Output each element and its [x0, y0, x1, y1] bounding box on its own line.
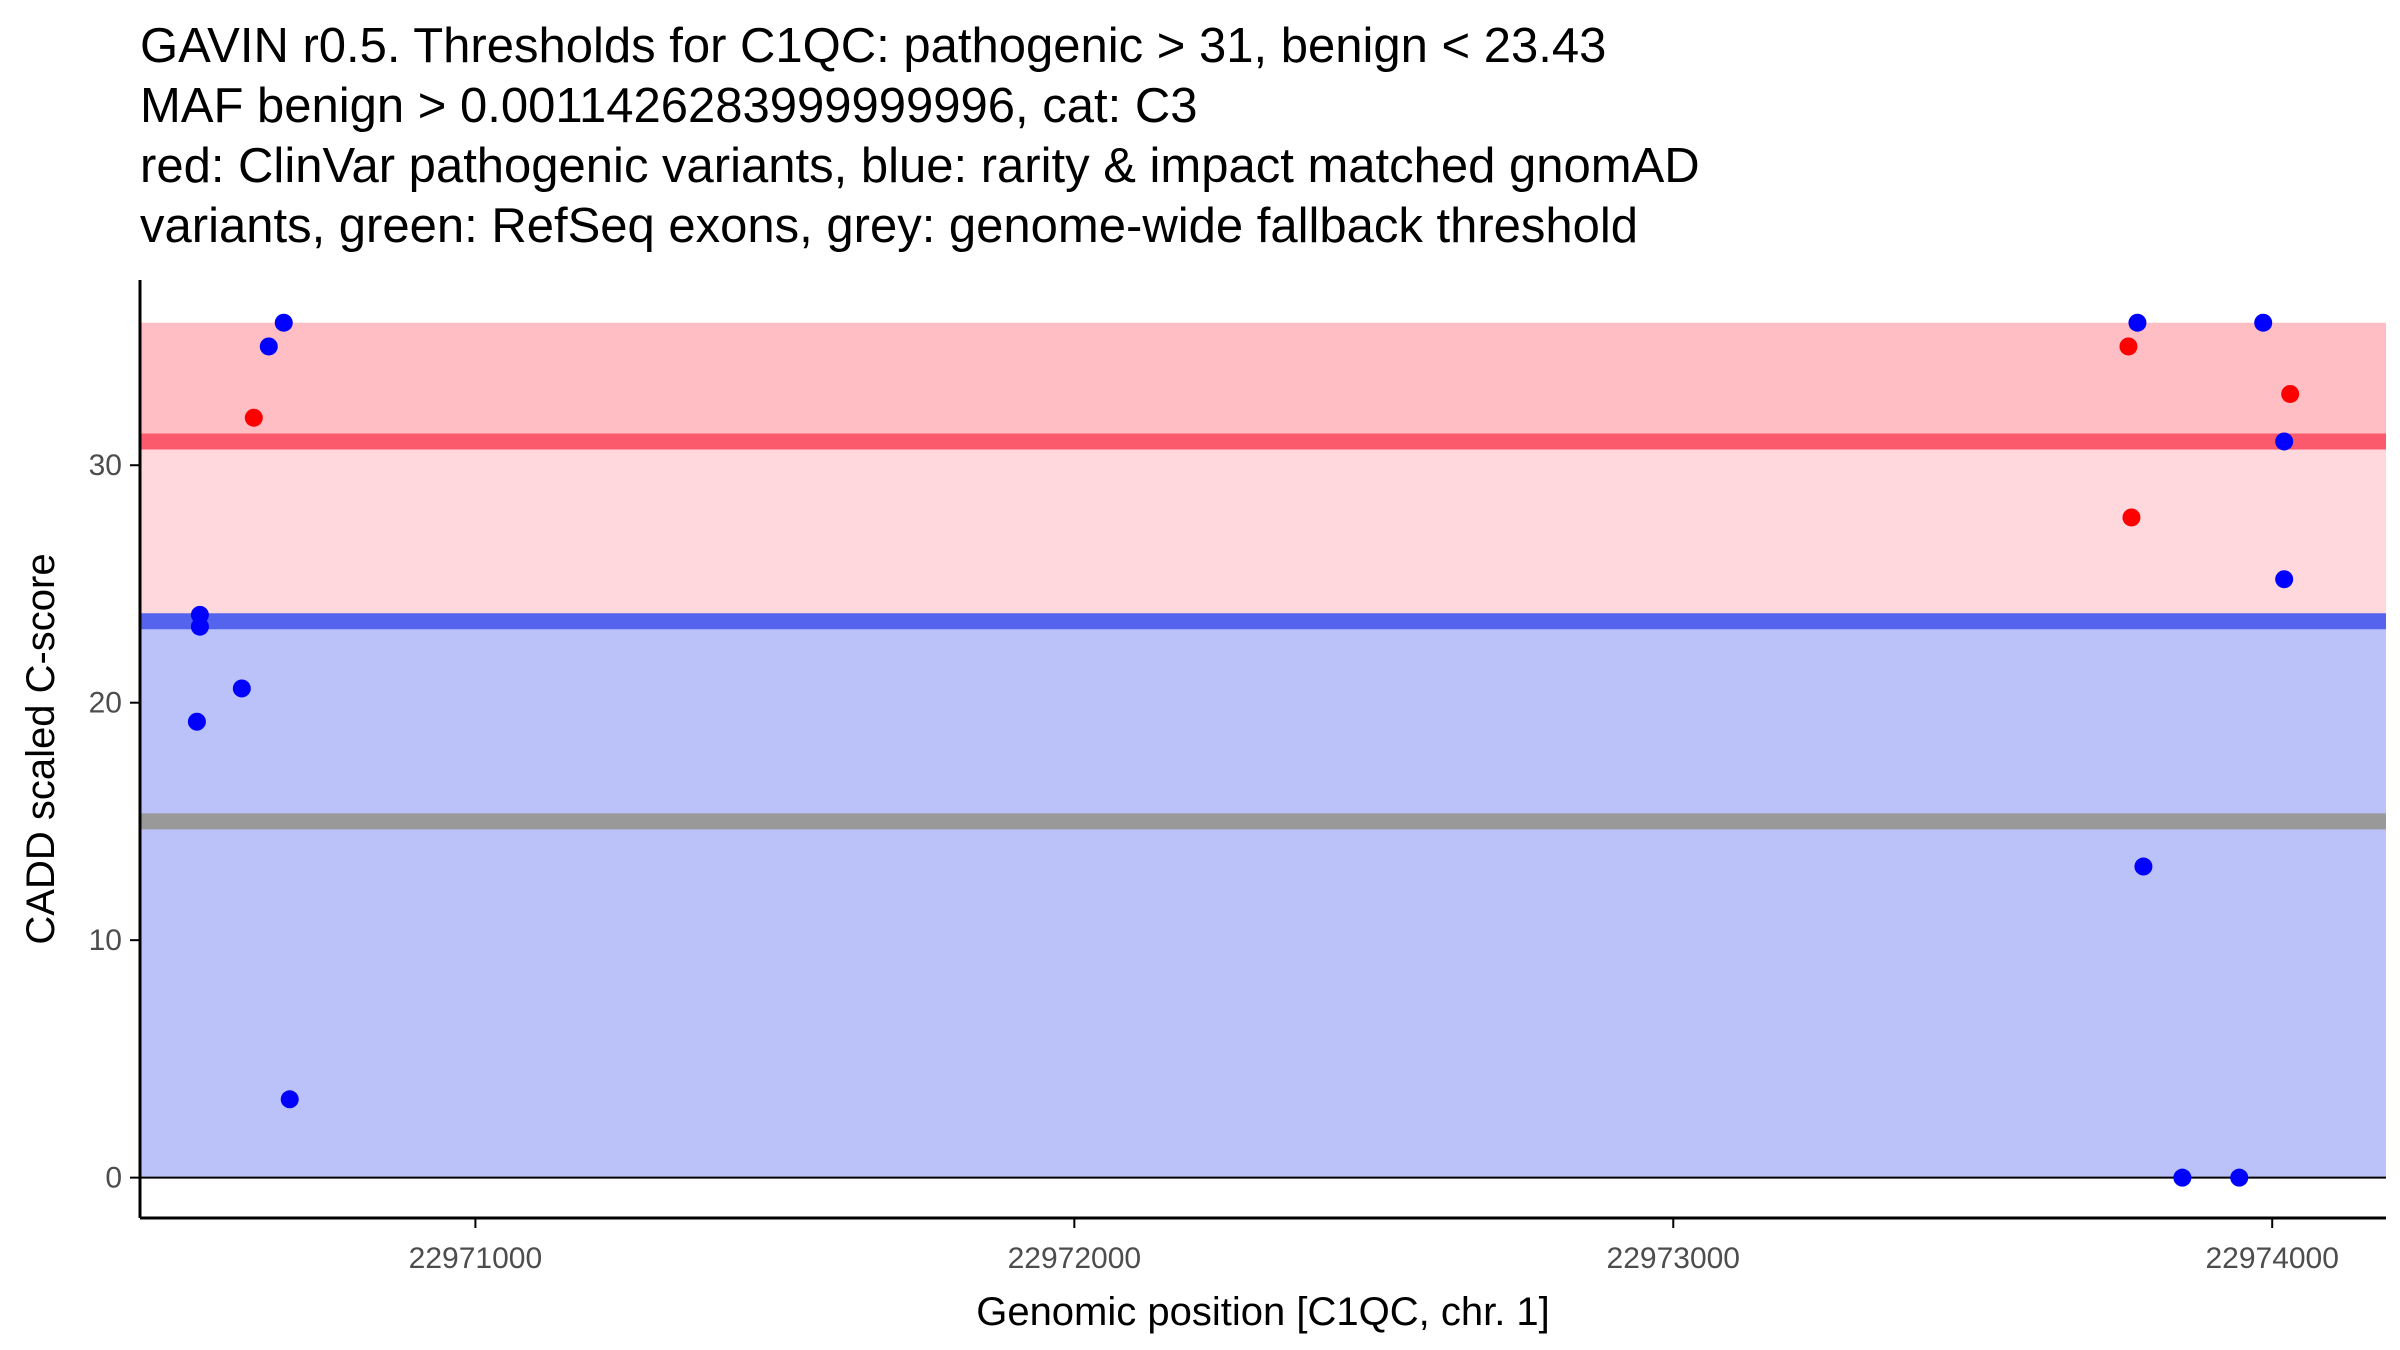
threshold-lines: [140, 433, 2386, 830]
x-tick-label: 22974000: [2205, 1242, 2338, 1275]
chart-title-line-4: variants, green: RefSeq exons, grey: gen…: [140, 199, 1639, 253]
y-tick-label: 0: [105, 1162, 122, 1195]
gnomad-variant-point: [2230, 1168, 2249, 1187]
y-tick-label: 10: [89, 924, 122, 957]
chart-title-line-3: red: ClinVar pathogenic variants, blue: …: [140, 139, 1700, 193]
x-tick-label: 22971000: [409, 1242, 542, 1275]
clinvar-pathogenic-point: [244, 408, 263, 427]
benign-zone-band: [140, 621, 2386, 1178]
gnomad-variant-point: [2173, 1168, 2192, 1187]
gnomad-variant-point: [232, 679, 251, 698]
y-axis-title: CADD scaled C-score: [19, 553, 63, 944]
gnomad-variant-point: [2275, 570, 2294, 589]
pathogenic-extreme-band: [140, 322, 2386, 442]
x-tick-label: 22972000: [1008, 1242, 1141, 1275]
clinvar-pathogenic-point: [2281, 384, 2300, 403]
gnomad-variant-point: [259, 337, 278, 356]
pathogenic-zone-band: [140, 441, 2386, 622]
chart-title-line-2: MAF benign > 0.0011426283999999996, cat:…: [140, 79, 1198, 133]
gnomad-variant-point: [274, 313, 293, 332]
y-tick-label: 30: [89, 449, 122, 482]
y-axis-ticks: 0 10 20 30: [89, 449, 140, 1195]
data-points: [187, 313, 2300, 1187]
gnomad-variant-point: [187, 712, 206, 731]
clinvar-pathogenic-point: [2122, 508, 2141, 527]
gnomad-variant-point: [2128, 313, 2147, 332]
x-tick-label: 22973000: [1607, 1242, 1740, 1275]
gnomad-variant-point: [280, 1090, 299, 1109]
x-axis-ticks: 22971000 22972000 22973000 22974000: [409, 1218, 2339, 1275]
chart-title-line-1: GAVIN r0.5. Thresholds for C1QC: pathoge…: [140, 19, 1607, 73]
gnomad-variant-point: [2275, 432, 2294, 451]
x-axis-title: Genomic position [C1QC, chr. 1]: [976, 1290, 1550, 1334]
clinvar-pathogenic-point: [2119, 337, 2138, 356]
threshold-bands: [140, 322, 2386, 1178]
gnomad-variant-point: [2254, 313, 2273, 332]
y-tick-label: 20: [89, 687, 122, 720]
gnomad-variant-point: [2134, 857, 2153, 876]
gnomad-variant-point: [190, 617, 209, 636]
